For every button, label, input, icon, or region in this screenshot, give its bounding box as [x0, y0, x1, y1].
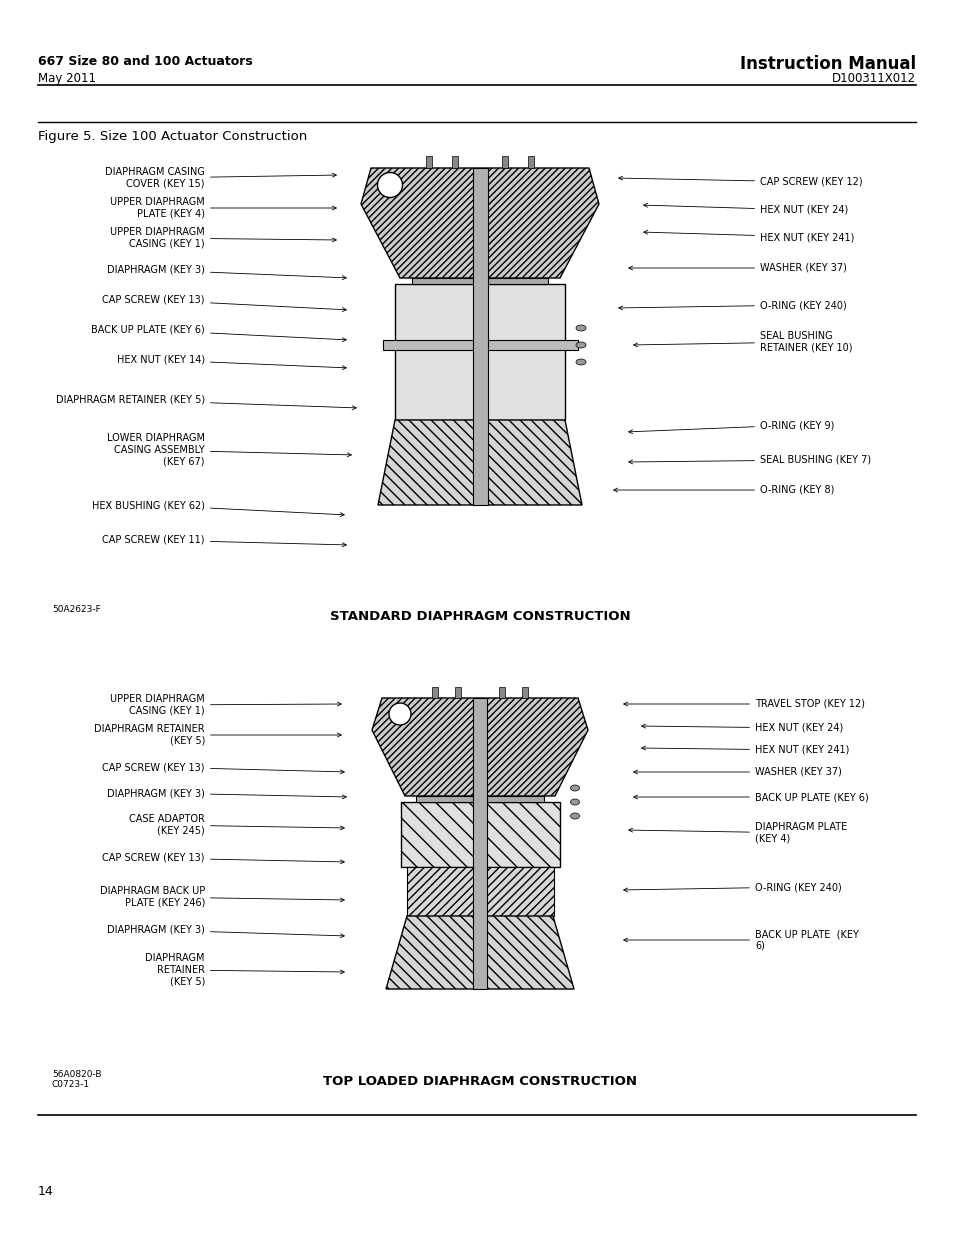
Text: DIAPHRAGM BACK UP
PLATE (KEY 246): DIAPHRAGM BACK UP PLATE (KEY 246)	[100, 887, 344, 908]
Polygon shape	[372, 698, 587, 797]
Text: SEAL BUSHING
RETAINER (KEY 10): SEAL BUSHING RETAINER (KEY 10)	[633, 331, 852, 353]
Bar	[473, 698, 486, 989]
Bar	[527, 156, 534, 168]
Bar	[416, 797, 543, 802]
Text: HEX NUT (KEY 14): HEX NUT (KEY 14)	[117, 354, 346, 369]
Text: DIAPHRAGM (KEY 3): DIAPHRAGM (KEY 3)	[107, 788, 346, 799]
Text: CAP SCREW (KEY 12): CAP SCREW (KEY 12)	[618, 177, 862, 186]
Polygon shape	[377, 420, 581, 505]
Ellipse shape	[570, 799, 578, 805]
Text: Figure 5. Size 100 Actuator Construction: Figure 5. Size 100 Actuator Construction	[38, 130, 307, 143]
Bar	[455, 687, 460, 698]
Text: O-RING (KEY 9): O-RING (KEY 9)	[628, 420, 834, 433]
Ellipse shape	[576, 359, 585, 366]
Text: HEX NUT (KEY 241): HEX NUT (KEY 241)	[643, 230, 854, 242]
Bar	[382, 340, 578, 350]
Text: UPPER DIAPHRAGM
PLATE (KEY 4): UPPER DIAPHRAGM PLATE (KEY 4)	[111, 198, 336, 219]
Ellipse shape	[570, 813, 578, 819]
Text: UPPER DIAPHRAGM
CASING (KEY 1): UPPER DIAPHRAGM CASING (KEY 1)	[111, 694, 341, 716]
Text: BACK UP PLATE  (KEY
6): BACK UP PLATE (KEY 6)	[623, 929, 858, 951]
Text: May 2011: May 2011	[38, 72, 96, 85]
Text: D100311X012: D100311X012	[831, 72, 915, 85]
Text: 50A2623-F: 50A2623-F	[52, 605, 101, 614]
Text: 14: 14	[38, 1186, 53, 1198]
Bar	[412, 278, 547, 284]
Text: UPPER DIAPHRAGM
CASING (KEY 1): UPPER DIAPHRAGM CASING (KEY 1)	[111, 227, 336, 248]
Text: O-RING (KEY 240): O-RING (KEY 240)	[618, 300, 846, 310]
Text: BACK UP PLATE (KEY 6): BACK UP PLATE (KEY 6)	[91, 325, 346, 342]
Text: TOP LOADED DIAPHRAGM CONSTRUCTION: TOP LOADED DIAPHRAGM CONSTRUCTION	[323, 1074, 637, 1088]
Text: HEX BUSHING (KEY 62): HEX BUSHING (KEY 62)	[91, 500, 344, 516]
Text: DIAPHRAGM
RETAINER
(KEY 5): DIAPHRAGM RETAINER (KEY 5)	[146, 953, 344, 987]
Text: CAP SCREW (KEY 11): CAP SCREW (KEY 11)	[102, 535, 346, 547]
Text: DIAPHRAGM PLATE
(KEY 4): DIAPHRAGM PLATE (KEY 4)	[628, 823, 846, 844]
Text: HEX NUT (KEY 241): HEX NUT (KEY 241)	[641, 745, 848, 755]
Ellipse shape	[389, 703, 411, 725]
Bar	[521, 687, 527, 698]
Text: WASHER (KEY 37): WASHER (KEY 37)	[633, 767, 841, 777]
Text: DIAPHRAGM (KEY 3): DIAPHRAGM (KEY 3)	[107, 925, 344, 937]
Text: CASE ADAPTOR
(KEY 245): CASE ADAPTOR (KEY 245)	[129, 814, 344, 836]
Ellipse shape	[576, 342, 585, 348]
Text: DIAPHRAGM RETAINER
(KEY 5): DIAPHRAGM RETAINER (KEY 5)	[94, 724, 341, 746]
Text: DIAPHRAGM CASING
COVER (KEY 15): DIAPHRAGM CASING COVER (KEY 15)	[105, 167, 336, 189]
Text: Instruction Manual: Instruction Manual	[740, 56, 915, 73]
Ellipse shape	[570, 785, 578, 790]
Text: DIAPHRAGM (KEY 3): DIAPHRAGM (KEY 3)	[107, 266, 346, 279]
Text: STANDARD DIAPHRAGM CONSTRUCTION: STANDARD DIAPHRAGM CONSTRUCTION	[330, 610, 630, 622]
Text: O-RING (KEY 8): O-RING (KEY 8)	[613, 485, 834, 495]
Bar	[473, 168, 488, 505]
Polygon shape	[360, 168, 598, 278]
Bar	[407, 867, 554, 916]
Text: HEX NUT (KEY 24): HEX NUT (KEY 24)	[641, 722, 842, 734]
Polygon shape	[386, 916, 574, 989]
Bar	[498, 687, 504, 698]
Text: 56A0820-B
C0723-1: 56A0820-B C0723-1	[52, 1070, 101, 1089]
Ellipse shape	[377, 173, 402, 198]
Text: 667 Size 80 and 100 Actuators: 667 Size 80 and 100 Actuators	[38, 56, 253, 68]
Text: HEX NUT (KEY 24): HEX NUT (KEY 24)	[643, 204, 847, 215]
Text: CAP SCREW (KEY 13): CAP SCREW (KEY 13)	[102, 762, 344, 774]
Bar	[395, 284, 564, 420]
Ellipse shape	[576, 325, 585, 331]
Text: TRAVEL STOP (KEY 12): TRAVEL STOP (KEY 12)	[623, 699, 864, 709]
Bar	[501, 156, 507, 168]
Text: SEAL BUSHING (KEY 7): SEAL BUSHING (KEY 7)	[628, 454, 870, 466]
Bar	[452, 156, 457, 168]
Bar	[432, 687, 437, 698]
Bar	[400, 802, 559, 867]
Text: WASHER (KEY 37): WASHER (KEY 37)	[628, 263, 846, 273]
Text: LOWER DIAPHRAGM
CASING ASSEMBLY
(KEY 67): LOWER DIAPHRAGM CASING ASSEMBLY (KEY 67)	[107, 433, 351, 467]
Text: O-RING (KEY 240): O-RING (KEY 240)	[623, 882, 841, 892]
Text: CAP SCREW (KEY 13): CAP SCREW (KEY 13)	[102, 853, 344, 863]
Bar	[426, 156, 432, 168]
Text: CAP SCREW (KEY 13): CAP SCREW (KEY 13)	[102, 295, 346, 311]
Text: BACK UP PLATE (KEY 6): BACK UP PLATE (KEY 6)	[633, 792, 868, 802]
Text: DIAPHRAGM RETAINER (KEY 5): DIAPHRAGM RETAINER (KEY 5)	[56, 395, 355, 410]
